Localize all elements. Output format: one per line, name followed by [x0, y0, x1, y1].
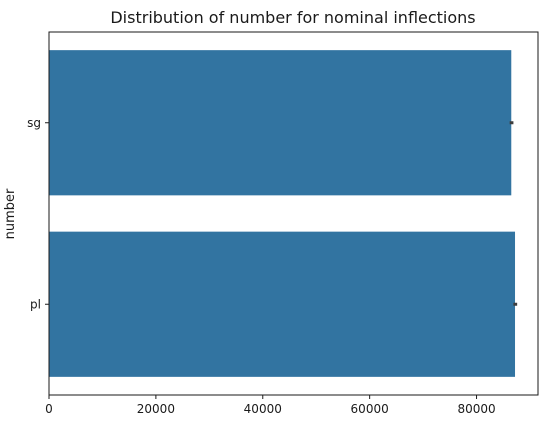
x-tick-label-0: 0: [45, 402, 53, 416]
x-tick-label-60000: 60000: [351, 402, 389, 416]
bars-layer: [49, 50, 516, 377]
error-bars-layer: [509, 121, 518, 306]
x-tick-label-20000: 20000: [137, 402, 175, 416]
bar-pl: [49, 231, 516, 377]
bar-sg: [49, 50, 512, 196]
x-ticks-layer: 0 20000 40000 60000 80000: [45, 395, 496, 416]
x-tick-label-80000: 80000: [457, 402, 495, 416]
plot-frame: [48, 31, 539, 396]
y-ticks-layer: sg pl: [27, 116, 49, 311]
y-axis-label: number: [3, 188, 18, 239]
y-tick-label-sg: sg: [27, 116, 41, 130]
chart-title: Distribution of number for nominal infle…: [110, 8, 475, 27]
x-tick-label-40000: 40000: [244, 402, 282, 416]
y-tick-label-pl: pl: [30, 297, 41, 311]
